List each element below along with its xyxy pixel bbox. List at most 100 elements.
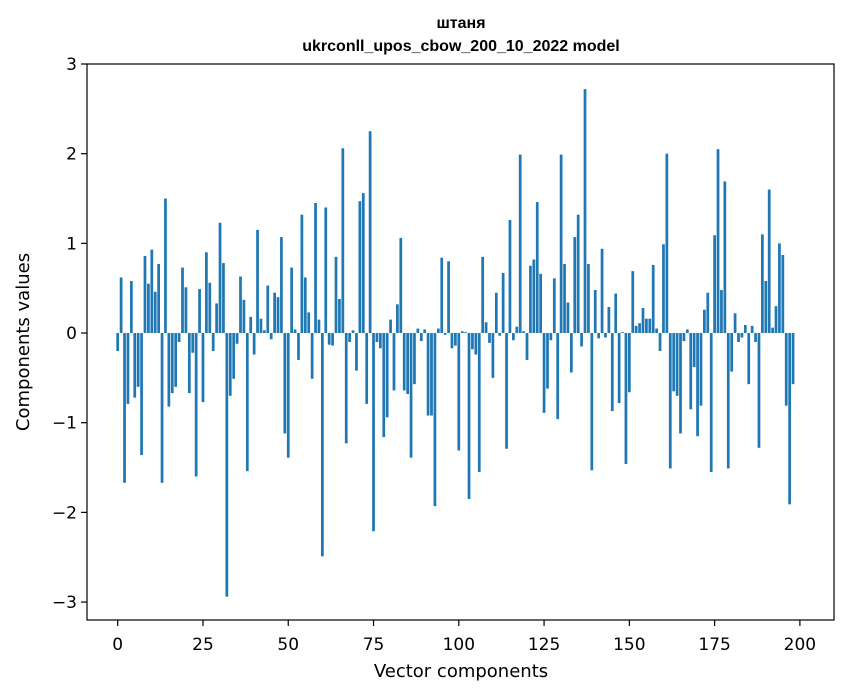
bar-component-80 [389, 319, 392, 334]
bar-component-42 [259, 318, 263, 334]
x-tick-label: 75 [363, 635, 385, 655]
bar-component-154 [641, 307, 645, 334]
bar-component-83 [399, 237, 403, 334]
y-tick-label: 3 [66, 55, 77, 75]
bar-component-167 [685, 329, 689, 334]
bar-component-18 [177, 333, 181, 342]
bar-component-88 [416, 328, 420, 334]
bar-component-72 [361, 193, 365, 334]
bar-component-149 [624, 333, 628, 464]
bar-component-75 [372, 333, 375, 532]
x-axis-label: Vector components [374, 661, 548, 682]
bar-component-194 [778, 243, 781, 334]
bar-component-24 [198, 289, 201, 334]
bar-component-146 [614, 293, 618, 334]
bar-component-0 [116, 333, 120, 351]
bar-component-25 [201, 333, 205, 403]
bar-component-159 [658, 333, 662, 351]
bar-component-191 [767, 189, 771, 334]
bar-component-33 [228, 333, 232, 396]
bar-component-188 [757, 333, 761, 448]
bar-component-107 [481, 256, 485, 334]
bar-component-40 [252, 333, 256, 355]
y-axis-label: Components values [13, 253, 34, 431]
bar-component-170 [696, 333, 699, 437]
bar-component-90 [423, 329, 427, 334]
bar-component-32 [225, 333, 229, 597]
bar-component-2 [123, 333, 126, 483]
bar-component-179 [726, 333, 730, 469]
bar-component-153 [638, 323, 641, 334]
bar-component-169 [692, 333, 696, 368]
bars-group [116, 89, 795, 597]
bar-component-187 [754, 333, 757, 342]
bar-component-142 [600, 248, 604, 334]
bar-component-43 [263, 330, 266, 334]
bar-component-156 [648, 318, 652, 334]
chart-title-line-2: ukrconll_upos_cbow_200_10_2022 model [302, 38, 619, 55]
bar-component-11 [153, 291, 157, 334]
bar-component-67 [344, 333, 348, 444]
bar-component-9 [147, 283, 150, 334]
bar-component-21 [187, 333, 191, 394]
bar-component-130 [559, 154, 563, 334]
bar-component-141 [597, 333, 601, 339]
y-tick-label: 2 [66, 145, 77, 165]
bar-component-27 [208, 282, 212, 334]
bar-component-136 [580, 333, 583, 347]
bar-component-86 [409, 333, 413, 458]
bar-component-114 [505, 333, 508, 449]
bar-component-4 [129, 281, 133, 334]
bar-component-132 [566, 302, 570, 334]
bar-component-111 [494, 292, 498, 334]
x-axis-ticks: 0 25 50 75 100 125 150 175 200 [112, 620, 816, 655]
bar-component-139 [590, 333, 594, 471]
bar-component-92 [430, 333, 433, 416]
bar-component-1 [119, 277, 123, 334]
bar-component-19 [181, 267, 184, 334]
bar-component-96 [443, 333, 447, 335]
bar-component-53 [297, 333, 300, 360]
bar-component-117 [515, 326, 519, 334]
x-tick-label: 0 [112, 635, 123, 655]
bar-component-161 [665, 153, 669, 334]
bar-component-143 [604, 333, 607, 338]
bar-component-147 [617, 333, 621, 403]
bar-component-150 [627, 333, 631, 393]
bar-component-6 [136, 333, 140, 387]
bar-component-45 [269, 333, 273, 340]
bar-component-62 [327, 333, 331, 345]
bar-component-131 [563, 263, 566, 334]
bar-component-140 [593, 289, 597, 334]
x-tick-label: 50 [277, 635, 299, 655]
bar-component-109 [488, 333, 491, 343]
bar-component-30 [218, 222, 222, 334]
x-tick-label: 100 [443, 635, 475, 655]
bar-component-115 [508, 220, 512, 334]
bar-component-186 [750, 325, 754, 334]
bar-component-91 [426, 333, 430, 416]
bar-component-177 [720, 289, 723, 334]
bar-component-195 [781, 255, 785, 334]
bar-component-59 [317, 319, 321, 334]
bar-component-76 [375, 333, 379, 342]
bar-component-135 [576, 214, 580, 334]
bar-component-134 [573, 237, 577, 334]
bar-component-182 [737, 333, 740, 342]
bar-component-118 [518, 154, 522, 334]
bar-component-64 [334, 256, 338, 334]
bar-component-39 [249, 316, 253, 334]
bar-component-55 [303, 277, 307, 334]
bar-component-148 [621, 332, 624, 334]
bar-component-36 [239, 276, 242, 334]
bar-component-164 [675, 333, 679, 396]
bar-component-189 [761, 234, 764, 334]
bar-component-93 [433, 333, 437, 507]
bar-component-57 [310, 333, 314, 379]
bar-component-168 [689, 333, 693, 410]
bar-component-44 [266, 285, 270, 334]
x-tick-label: 200 [784, 635, 816, 655]
bar-component-190 [764, 281, 768, 334]
bar-component-105 [474, 333, 478, 355]
